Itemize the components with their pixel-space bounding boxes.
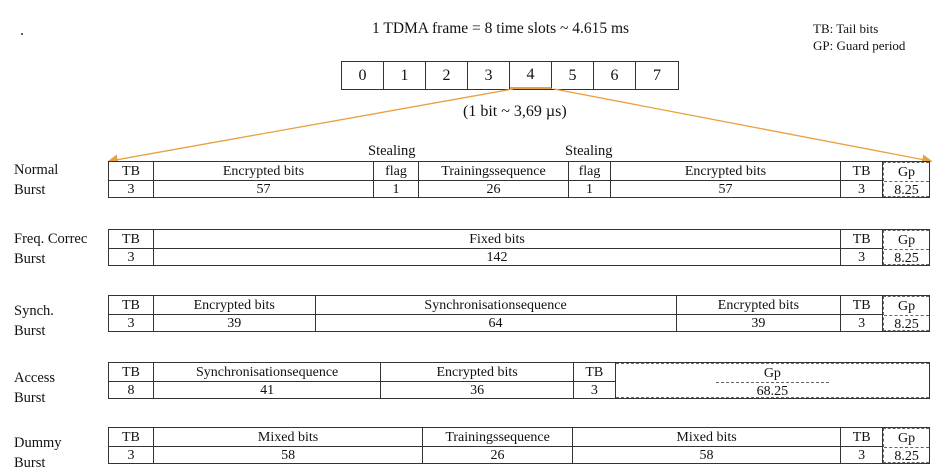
normal-tb-start: TB 3 bbox=[109, 162, 154, 197]
time-slot-6: 6 bbox=[594, 62, 636, 89]
time-slot-1: 1 bbox=[384, 62, 426, 89]
access-tb-start: TB 8 bbox=[109, 363, 154, 398]
stealing-label-right: Stealing bbox=[565, 143, 613, 159]
synch-tb-start: TB 3 bbox=[109, 296, 154, 331]
time-slot-0: 0 bbox=[342, 62, 384, 89]
dummy-mixed-bits-1: Mixed bits 58 bbox=[153, 428, 424, 463]
normal-tb-end: TB 3 bbox=[841, 162, 883, 197]
access-tb-end: TB 3 bbox=[573, 363, 616, 398]
access-burst-label: Access Burst bbox=[14, 368, 55, 408]
normal-guard-period: Gp 8.25 bbox=[883, 162, 929, 198]
access-guard-period: Gp 68.25 bbox=[615, 363, 929, 399]
dummy-burst-row: TB 3 Mixed bits 58 Trainingssequence 26 Mix… bbox=[108, 427, 930, 464]
freq-burst-row: TB 3 Fixed bits 142 TB 3 Gp 8.25 bbox=[108, 229, 930, 266]
normal-burst-label-line1: Normal bbox=[14, 162, 59, 178]
normal-encrypted-2: Encrypted bits 57 bbox=[611, 162, 841, 197]
legend: TB: Tail bits GP: Guard period bbox=[813, 20, 905, 54]
access-burst-label-line1: Access bbox=[14, 370, 56, 386]
synch-guard-period: Gp 8.25 bbox=[883, 296, 929, 332]
normal-training-sequence: Trainingssequence 26 bbox=[419, 162, 569, 197]
legend-gp: GP: Guard period bbox=[813, 38, 906, 53]
decorative-dot: . bbox=[20, 22, 24, 39]
freq-guard-period: Gp 8.25 bbox=[883, 230, 929, 266]
stealing-label-left: Stealing bbox=[368, 143, 416, 159]
dummy-burst-label-line1: Dummy bbox=[14, 435, 62, 451]
dummy-mixed-bits-2: Mixed bits 58 bbox=[572, 428, 842, 463]
time-slot-7: 7 bbox=[653, 66, 661, 84]
time-slot-4: 4 bbox=[510, 62, 552, 89]
dummy-guard-period: Gp 8.25 bbox=[883, 428, 930, 464]
dummy-tb-start: TB 3 bbox=[109, 428, 154, 463]
time-slot-2: 2 bbox=[426, 62, 468, 89]
access-burst-label-line2: Burst bbox=[14, 390, 46, 406]
synch-encrypted-2: Encrypted bits 39 bbox=[676, 296, 842, 331]
zoom-line-right bbox=[553, 88, 933, 165]
zoom-line-left bbox=[107, 88, 514, 165]
dummy-burst-label: Dummy Burst bbox=[14, 433, 62, 473]
freq-tb-end: TB 3 bbox=[841, 230, 884, 265]
freq-burst-label: Freq. Correc Burst bbox=[14, 229, 87, 269]
freq-burst-label-line1: Freq. Correc bbox=[14, 231, 88, 247]
normal-encrypted-1: Encrypted bits 57 bbox=[154, 162, 374, 197]
access-burst-row: TB 8 Synchronisationsequence 41 Encrypted … bbox=[108, 362, 930, 399]
normal-burst-label: Normal Burst bbox=[14, 160, 58, 200]
normal-stealing-flag-2: flag 1 bbox=[569, 162, 611, 197]
synch-encrypted-1: Encrypted bits 39 bbox=[153, 296, 316, 331]
synch-burst-row: TB 3 Encrypted bits 39 Synchronisationsequ… bbox=[108, 295, 930, 332]
normal-burst-row: TB 3 Encrypted bits 57 flag 1 Trainingssequ… bbox=[108, 161, 930, 198]
synch-burst-label-line2: Burst bbox=[14, 323, 46, 339]
synch-tb-end: TB 3 bbox=[841, 296, 884, 331]
freq-burst-label-line2: Burst bbox=[14, 251, 46, 267]
normal-burst-label-line2: Burst bbox=[14, 182, 46, 198]
normal-stealing-flag-1: flag 1 bbox=[374, 162, 419, 197]
freq-tb-start: TB 3 bbox=[109, 230, 154, 265]
synch-burst-label-line1: Synch. bbox=[14, 303, 54, 319]
time-slot-3: 3 bbox=[468, 62, 510, 89]
legend-tb: TB: Tail bits bbox=[813, 21, 879, 36]
synch-synchronisation-sequence: Synchronisationsequence 64 bbox=[315, 296, 677, 331]
frame-title: 1 TDMA frame = 8 time slots ~ 4.615 ms bbox=[372, 20, 630, 37]
time-slot-5: 5 bbox=[552, 62, 594, 89]
dummy-tb-end: TB 3 bbox=[841, 428, 884, 463]
freq-fixed-bits: Fixed bits 142 bbox=[153, 230, 842, 265]
access-encrypted-bits: Encrypted bits 36 bbox=[381, 363, 574, 398]
dummy-burst-label-line2: Burst bbox=[14, 455, 46, 471]
bit-duration: (1 bit ~ 3,69 µs) bbox=[463, 103, 567, 120]
synch-burst-label: Synch. Burst bbox=[14, 301, 54, 341]
dummy-training-sequence: Trainingssequence 26 bbox=[423, 428, 573, 463]
access-synchronisation-sequence: Synchronisationsequence 41 bbox=[153, 363, 382, 398]
